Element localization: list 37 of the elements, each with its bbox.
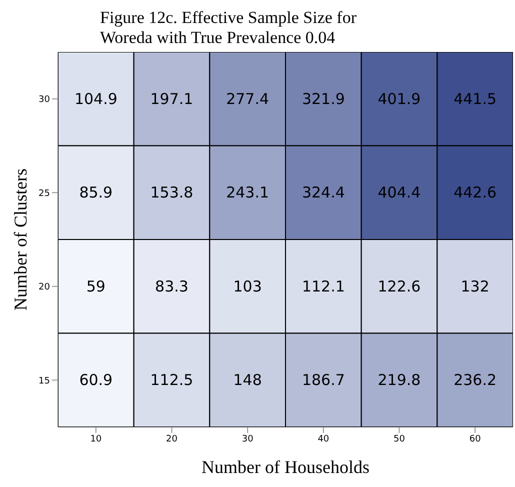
data-label: 324.4 xyxy=(302,184,345,202)
data-label: 112.1 xyxy=(302,277,345,296)
x-tick-label: 40 xyxy=(318,434,330,444)
x-tick-label: 10 xyxy=(90,434,102,444)
x-tick-label: 20 xyxy=(166,434,178,444)
data-label: 83.3 xyxy=(155,277,188,296)
y-tick-label: 15 xyxy=(38,376,50,386)
data-label: 401.9 xyxy=(378,90,421,108)
y-tick-label: 20 xyxy=(38,282,50,293)
data-label: 197.1 xyxy=(150,90,194,108)
data-label: 153.8 xyxy=(150,184,194,202)
data-label: 321.9 xyxy=(302,90,345,108)
x-tick-label: 30 xyxy=(242,434,254,444)
data-label: 104.9 xyxy=(74,90,118,108)
data-label: 59 xyxy=(86,277,106,296)
chart-title: Figure 12c. Effective Sample Size for Woreda with True Prevalence 0.04 xyxy=(99,8,358,48)
data-label: 441.5 xyxy=(454,90,497,108)
y-axis-title: Number of Clusters xyxy=(10,168,30,310)
data-label: 103 xyxy=(233,277,262,296)
y-tick-label: 30 xyxy=(38,95,50,106)
data-label: 132 xyxy=(460,277,490,296)
x-tick-label: 50 xyxy=(394,434,406,444)
data-label: 236.2 xyxy=(454,371,497,390)
data-label: 243.1 xyxy=(226,184,270,202)
data-label: 404.4 xyxy=(378,184,421,202)
data-label: 442.6 xyxy=(454,184,497,202)
data-label: 219.8 xyxy=(378,371,421,390)
data-label: 85.9 xyxy=(79,184,113,202)
x-axis-title: Number of Households xyxy=(202,457,370,477)
data-label: 122.6 xyxy=(378,277,421,296)
data-label: 112.5 xyxy=(150,371,194,390)
data-label: 186.7 xyxy=(302,371,345,390)
data-label: 148 xyxy=(233,371,262,390)
x-tick-label: 60 xyxy=(469,434,482,444)
data-label: 277.4 xyxy=(226,90,270,108)
data-label: 60.9 xyxy=(79,371,113,390)
y-tick-label: 25 xyxy=(38,188,50,199)
